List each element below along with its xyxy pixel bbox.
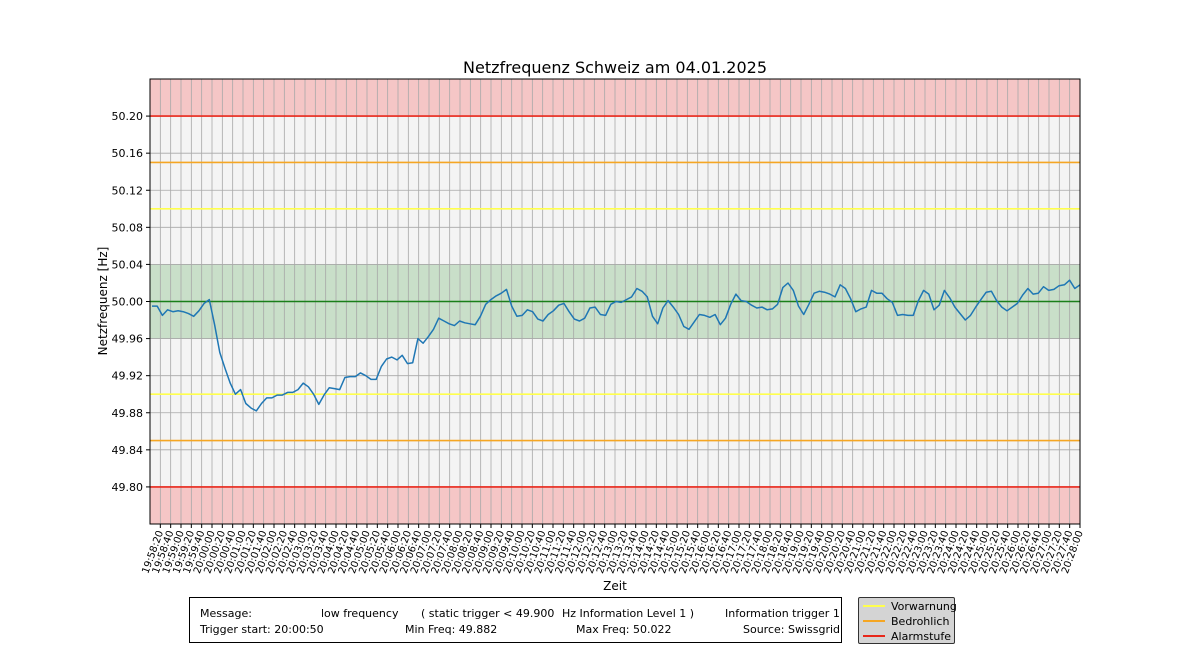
x-axis-label: Zeit	[603, 579, 627, 593]
legend-label-vorwarnung: Vorwarnung	[891, 599, 957, 613]
y-tick-label: 50.12	[112, 184, 144, 197]
y-tick-label: 49.88	[112, 407, 144, 420]
y-tick-label: 50.20	[112, 110, 144, 123]
trigger-type: Information trigger 1	[725, 607, 840, 620]
frequency-series-line	[152, 279, 1081, 412]
trigger-condition: ( static trigger < 49.900	[421, 607, 555, 620]
information-level: Hz Information Level 1 )	[562, 607, 695, 620]
y-tick-label: 49.84	[112, 444, 144, 457]
legend-swatch-alarmstufe	[863, 635, 885, 637]
max-frequency: Max Freq: 50.022	[576, 623, 672, 636]
y-tick-label: 49.92	[112, 370, 144, 383]
message-label: Message:	[200, 607, 252, 620]
legend-item-alarmstufe: Alarmstufe	[863, 629, 951, 643]
trigger-start: Trigger start: 20:00:50	[200, 623, 324, 636]
y-tick-label: 50.16	[112, 147, 144, 160]
legend-item-vorwarnung: Vorwarnung	[863, 599, 957, 613]
min-frequency: Min Freq: 49.882	[405, 623, 498, 636]
chart-title: Netzfrequenz Schweiz am 04.01.2025	[463, 58, 767, 77]
x-axis: 19:58:2019:58:4019:59:0019:59:2019:59:40…	[140, 524, 1086, 575]
y-axis-label: Netzfrequenz [Hz]	[96, 247, 110, 356]
frequency-chart: 49.80 49.84 49.88 49.92 49.96 50.00 50.04 50.08…	[96, 58, 1086, 593]
y-tick-label: 50.00	[112, 296, 144, 309]
series-layer	[152, 279, 1081, 412]
legend-label-bedrohlich: Bedrohlich	[891, 614, 950, 628]
data-source: Source: Swissgrid	[743, 623, 841, 636]
reference-lines-layer	[150, 115, 1080, 488]
y-tick-label: 49.96	[112, 333, 144, 346]
legend-swatch-vorwarnung	[863, 605, 885, 607]
y-axis: 49.80 49.84 49.88 49.92 49.96 50.00 50.04 50.08…	[112, 110, 150, 494]
y-tick-label: 49.80	[112, 481, 144, 494]
legend-label-alarmstufe: Alarmstufe	[891, 629, 952, 643]
legend: Vorwarnung Bedrohlich Alarmstufe	[858, 597, 957, 644]
message-value: low frequency	[321, 607, 399, 620]
legend-item-bedrohlich: Bedrohlich	[863, 614, 949, 628]
y-tick-label: 50.08	[112, 221, 144, 234]
y-tick-label: 50.04	[112, 258, 144, 271]
legend-swatch-bedrohlich	[863, 620, 885, 622]
trigger-info-box: Message: low frequency ( static trigger …	[189, 597, 842, 643]
